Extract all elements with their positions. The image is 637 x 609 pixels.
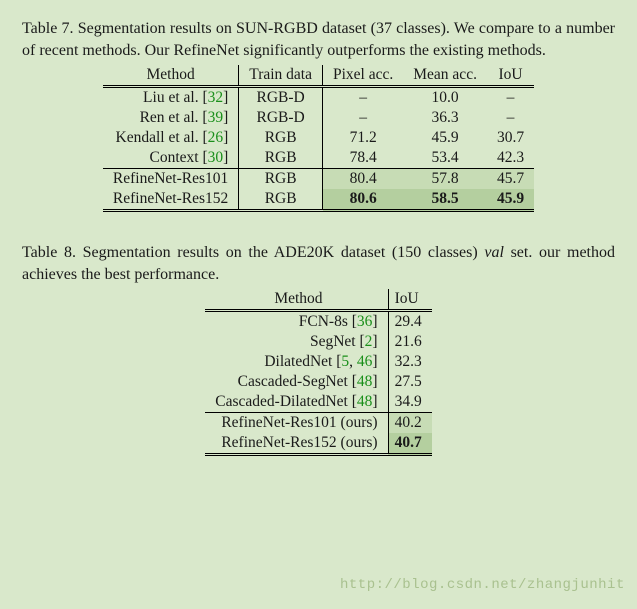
table-8-header-row: Method IoU: [205, 289, 431, 311]
col-iou: IoU: [487, 65, 534, 87]
cell-method: FCN-8s [36]: [205, 311, 388, 333]
cell-method: RefineNet-Res101 (ours): [205, 413, 388, 434]
cell-method: RefineNet-Res152 (ours): [205, 433, 388, 455]
cell-train: RGB: [239, 128, 323, 148]
cell-iou: 21.6: [388, 332, 432, 352]
cell-pixacc: 71.2: [323, 128, 404, 148]
cell-train: RGB: [239, 148, 323, 169]
cell-train: RGB: [239, 189, 323, 211]
col-method: Method: [205, 289, 388, 311]
cell-method: Liu et al. [32]: [103, 87, 239, 109]
cell-pixacc: 78.4: [323, 148, 404, 169]
cell-method: RefineNet-Res101: [103, 169, 239, 190]
table-row-ours: RefineNet-Res152 (ours)40.7: [205, 433, 431, 455]
cell-meanacc: 58.5: [403, 189, 487, 211]
citation-link[interactable]: 48: [357, 393, 373, 410]
cell-method: Cascaded-SegNet [48]: [205, 372, 388, 392]
table-7: Method Train data Pixel acc. Mean acc. I…: [103, 65, 534, 212]
table-row: Liu et al. [32]RGB-D–10.0–: [103, 87, 534, 109]
table-row: Ren et al. [39]RGB-D–36.3–: [103, 108, 534, 128]
table-8-block: Table 8. Segmentation results on the ADE…: [22, 242, 615, 456]
cell-iou: 40.7: [388, 433, 432, 455]
table-8-caption: Table 8. Segmentation results on the ADE…: [22, 242, 615, 285]
cell-pixacc: 80.4: [323, 169, 404, 190]
watermark-text: http://blog.csdn.net/zhangjunhit: [340, 577, 625, 593]
citation-link[interactable]: 2: [365, 333, 373, 350]
cell-train: RGB-D: [239, 108, 323, 128]
cell-meanacc: 45.9: [403, 128, 487, 148]
cell-method: RefineNet-Res152: [103, 189, 239, 211]
cell-meanacc: 36.3: [403, 108, 487, 128]
cell-method: Ren et al. [39]: [103, 108, 239, 128]
col-iou: IoU: [388, 289, 432, 311]
cell-iou: 30.7: [487, 128, 534, 148]
citation-link[interactable]: 39: [208, 109, 224, 126]
table-row-ours: RefineNet-Res101RGB80.457.845.7: [103, 169, 534, 190]
cell-meanacc: 53.4: [403, 148, 487, 169]
cell-iou: 45.9: [487, 189, 534, 211]
citation-link[interactable]: 26: [208, 129, 224, 146]
table-7-header-row: Method Train data Pixel acc. Mean acc. I…: [103, 65, 534, 87]
cell-iou: 42.3: [487, 148, 534, 169]
caption-italic: val: [484, 244, 504, 261]
cell-iou: 34.9: [388, 392, 432, 413]
cell-meanacc: 10.0: [403, 87, 487, 109]
cell-train: RGB-D: [239, 87, 323, 109]
cell-method: Context [30]: [103, 148, 239, 169]
cell-iou: 29.4: [388, 311, 432, 333]
table-row: Cascaded-SegNet [48]27.5: [205, 372, 431, 392]
cell-method: SegNet [2]: [205, 332, 388, 352]
cell-train: RGB: [239, 169, 323, 190]
citation-link[interactable]: 36: [357, 313, 373, 330]
cell-method: Cascaded-DilatedNet [48]: [205, 392, 388, 413]
col-meanacc: Mean acc.: [403, 65, 487, 87]
table-row-ours: RefineNet-Res152RGB80.658.545.9: [103, 189, 534, 211]
cell-iou: 45.7: [487, 169, 534, 190]
table-7-caption: Table 7. Segmentation results on SUN-RGB…: [22, 18, 615, 61]
cell-method: Kendall et al. [26]: [103, 128, 239, 148]
table-row: DilatedNet [5, 46]32.3: [205, 352, 431, 372]
table-row: Cascaded-DilatedNet [48]34.9: [205, 392, 431, 413]
table-row: FCN-8s [36]29.4: [205, 311, 431, 333]
citation-link[interactable]: 5: [341, 353, 349, 370]
cell-method: DilatedNet [5, 46]: [205, 352, 388, 372]
citation-link[interactable]: 30: [208, 149, 224, 166]
citation-link[interactable]: 48: [357, 373, 373, 390]
table-row: SegNet [2]21.6: [205, 332, 431, 352]
citation-link[interactable]: 46: [357, 353, 373, 370]
col-train: Train data: [239, 65, 323, 87]
col-pixacc: Pixel acc.: [323, 65, 404, 87]
cell-iou: –: [487, 108, 534, 128]
table-row: Context [30]RGB78.453.442.3: [103, 148, 534, 169]
cell-iou: 40.2: [388, 413, 432, 434]
cell-iou: 27.5: [388, 372, 432, 392]
table-row-ours: RefineNet-Res101 (ours)40.2: [205, 413, 431, 434]
caption-text: Table 8. Segmentation results on the ADE…: [22, 244, 484, 261]
table-row: Kendall et al. [26]RGB71.245.930.7: [103, 128, 534, 148]
cell-iou: 32.3: [388, 352, 432, 372]
cell-pixacc: 80.6: [323, 189, 404, 211]
cell-meanacc: 57.8: [403, 169, 487, 190]
cell-pixacc: –: [323, 108, 404, 128]
table-8: Method IoU FCN-8s [36]29.4SegNet [2]21.6…: [205, 289, 431, 456]
cell-pixacc: –: [323, 87, 404, 109]
table-7-block: Table 7. Segmentation results on SUN-RGB…: [22, 18, 615, 212]
cell-iou: –: [487, 87, 534, 109]
col-method: Method: [103, 65, 239, 87]
citation-link[interactable]: 32: [208, 89, 224, 106]
